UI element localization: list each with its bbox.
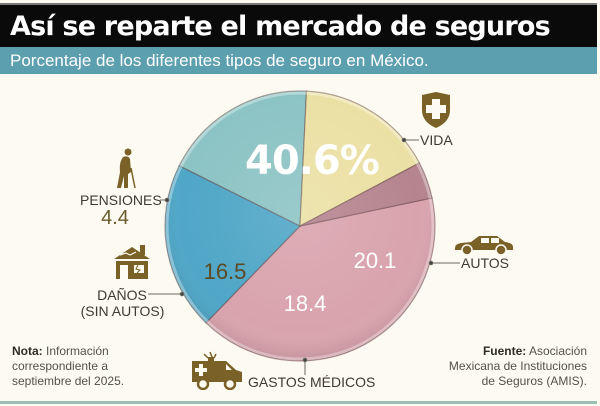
value-vida: 40.6%	[245, 138, 380, 184]
ambulance-icon	[192, 351, 242, 390]
note-line1: Información	[46, 344, 109, 358]
pie-shading	[165, 91, 435, 361]
note-block: Nota: Información correspondiente a sept…	[12, 344, 124, 389]
value-autos: 20.1	[353, 248, 397, 273]
source-block: Fuente: Asociación Mexicana de Instituci…	[449, 344, 587, 389]
source-line3: de Seguros (AMIS).	[481, 374, 587, 388]
source-line2: Mexicana de Instituciones	[448, 359, 587, 373]
elderly-person-icon	[117, 148, 136, 189]
value-danos: 16.5	[203, 259, 247, 284]
value-pensiones: 4.4	[101, 207, 129, 229]
bottom-divider	[0, 401, 597, 404]
label-gastos: GASTOS MÉDICOS	[248, 374, 376, 390]
chart-title: Así se reparte el mercado de seguros	[0, 3, 597, 47]
note-label: Nota:	[12, 344, 43, 358]
label-vida: VIDA	[420, 132, 453, 148]
shield-cross-icon	[422, 92, 450, 128]
source-line1: Asociación	[528, 344, 587, 358]
note-line2: correspondiente a	[12, 359, 109, 373]
car-icon	[455, 236, 513, 256]
label-danos-1: DAÑOS	[97, 287, 147, 303]
label-danos-2: (SIN AUTOS)	[80, 303, 165, 319]
source-label: Fuente:	[482, 344, 527, 358]
damaged-house-icon	[114, 245, 150, 279]
pie-rim	[165, 91, 435, 361]
chart-subtitle: Porcentaje de los diferentes tipos de se…	[0, 47, 597, 74]
label-pensiones: PENSIONES	[80, 192, 162, 208]
value-gastos: 18.4	[283, 291, 327, 316]
leader-lines	[148, 137, 460, 375]
label-autos: AUTOS	[461, 255, 509, 271]
note-line3: septiembre del 2025.	[12, 374, 125, 388]
